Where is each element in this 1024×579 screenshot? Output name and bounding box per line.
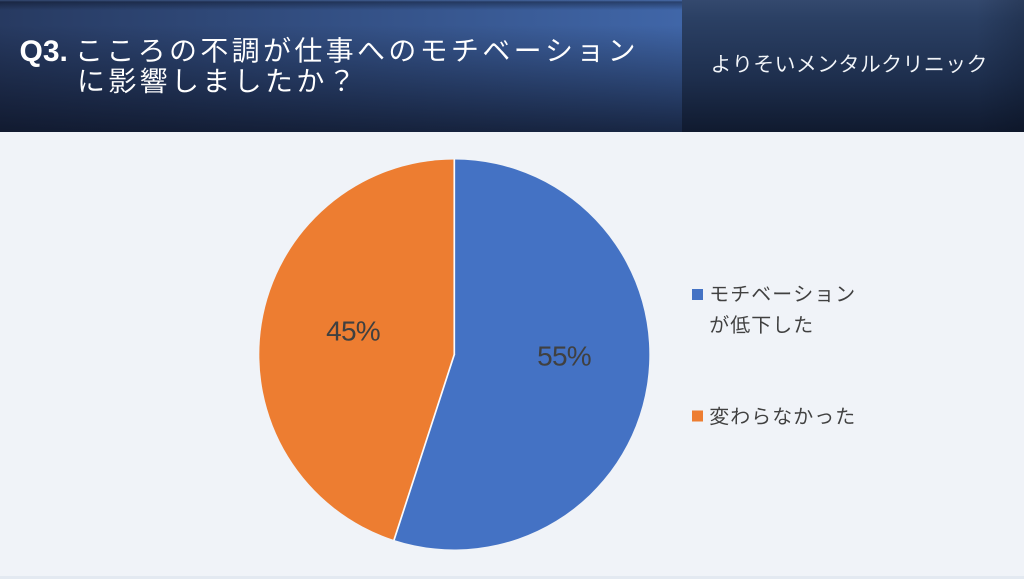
svg-text:45%: 45%	[326, 316, 380, 347]
svg-text:55%: 55%	[537, 341, 591, 372]
svg-text:Q3.: Q3.	[20, 35, 68, 68]
